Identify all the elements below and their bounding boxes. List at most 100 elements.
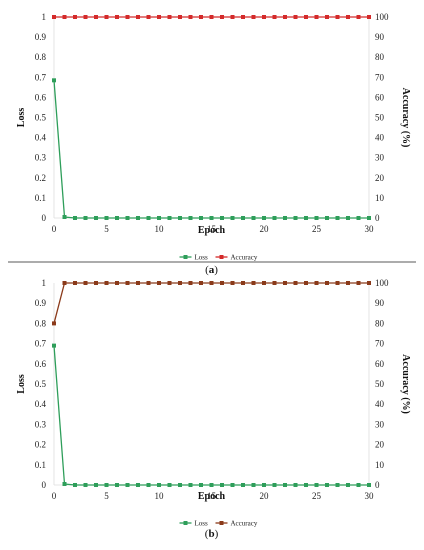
data-point-accuracy (167, 15, 172, 19)
data-point-accuracy (188, 281, 193, 285)
data-point-loss (325, 483, 329, 487)
y-tick-label: 0.7 (35, 72, 47, 82)
data-point-accuracy (314, 15, 319, 19)
data-point-accuracy (136, 15, 140, 19)
legend-swatch-marker (183, 521, 188, 525)
y2-tick-label: 60 (375, 359, 385, 369)
y2-axis-label: Accuracy (%) (400, 88, 411, 148)
data-point-loss (209, 216, 214, 220)
legend-swatch-marker (219, 521, 224, 525)
x-axis-label: Epoch (198, 491, 226, 502)
data-point-accuracy (220, 15, 224, 19)
y2-tick-label: 70 (375, 72, 385, 82)
y-axis-label: Loss (16, 374, 27, 394)
data-point-accuracy (115, 281, 119, 285)
data-point-loss (73, 483, 77, 487)
data-point-loss (356, 483, 361, 487)
data-point-accuracy (146, 281, 151, 285)
data-point-loss (293, 216, 298, 220)
data-point-loss (283, 483, 287, 487)
data-point-accuracy (209, 15, 214, 19)
data-point-loss (167, 483, 172, 487)
data-point-accuracy (251, 281, 256, 285)
data-point-loss (346, 483, 350, 487)
data-point-loss (251, 216, 256, 220)
data-point-loss (52, 343, 56, 348)
data-point-loss (94, 483, 98, 487)
data-point-loss (73, 216, 77, 220)
y-tick-label: 0.8 (35, 52, 47, 62)
data-point-loss (199, 483, 203, 487)
data-point-accuracy (367, 15, 371, 19)
data-point-accuracy (335, 15, 340, 19)
data-point-loss (283, 216, 287, 220)
data-point-accuracy (314, 281, 319, 285)
data-point-accuracy (272, 281, 277, 285)
y2-tick-label: 30 (375, 153, 385, 163)
data-point-accuracy (178, 281, 182, 285)
data-point-accuracy (178, 15, 182, 19)
x-tick-label: 10 (155, 224, 165, 234)
data-point-accuracy (346, 15, 350, 19)
x-tick-label: 30 (365, 491, 375, 501)
y2-tick-label: 80 (375, 318, 385, 328)
y-tick-label: 0.9 (35, 298, 47, 308)
data-point-accuracy (241, 15, 245, 19)
y-tick-label: 0.6 (35, 92, 47, 102)
y2-tick-label: 20 (375, 173, 385, 183)
x-tick-label: 5 (104, 491, 109, 501)
y2-tick-label: 10 (375, 193, 385, 203)
data-point-loss (220, 216, 224, 220)
legend-entry: Loss (195, 520, 209, 528)
x-tick-label: 5 (104, 224, 109, 234)
data-point-loss (115, 483, 119, 487)
data-point-loss (188, 216, 193, 220)
data-point-loss (251, 483, 256, 487)
data-point-accuracy (83, 15, 88, 19)
y-tick-label: 0.7 (35, 339, 47, 349)
legend-entry: Loss (195, 254, 209, 262)
data-point-loss (62, 481, 67, 486)
data-point-loss (262, 216, 266, 220)
y-tick-label: 0.1 (35, 193, 46, 203)
data-point-loss (314, 483, 319, 487)
y2-tick-label: 100 (375, 12, 389, 22)
data-point-accuracy (73, 15, 77, 19)
y-tick-label: 0.2 (35, 440, 46, 450)
data-point-accuracy (283, 281, 287, 285)
legend-entry: Accuracy (231, 254, 258, 262)
data-point-loss (52, 78, 56, 83)
data-point-loss (178, 483, 182, 487)
data-point-accuracy (167, 281, 172, 285)
y-tick-label: 0.2 (35, 173, 46, 183)
data-point-loss (94, 216, 98, 220)
legend-swatch-marker (183, 255, 188, 259)
data-point-loss (188, 483, 193, 487)
y2-tick-label: 90 (375, 32, 385, 42)
data-point-loss (178, 216, 182, 220)
data-point-accuracy (52, 321, 56, 326)
data-point-loss (136, 216, 140, 220)
data-point-accuracy (188, 15, 193, 19)
data-point-loss (304, 483, 308, 487)
data-point-accuracy (104, 15, 109, 19)
y2-tick-label: 100 (375, 278, 389, 288)
data-point-loss (104, 216, 109, 220)
y2-tick-label: 0 (375, 213, 380, 223)
data-point-loss (241, 483, 245, 487)
data-point-loss (146, 483, 151, 487)
data-point-accuracy (157, 15, 161, 19)
data-point-loss (293, 483, 298, 487)
data-point-accuracy (367, 281, 371, 285)
data-point-accuracy (346, 281, 350, 285)
data-point-loss (335, 483, 340, 487)
data-point-accuracy (325, 15, 329, 19)
data-point-accuracy (125, 281, 130, 285)
data-point-loss (230, 483, 235, 487)
data-point-loss (346, 216, 350, 220)
data-point-loss (325, 216, 329, 220)
y-axis-label: Loss (16, 108, 27, 128)
panel-label: (b) (205, 528, 219, 540)
x-tick-label: 15 (207, 224, 217, 234)
